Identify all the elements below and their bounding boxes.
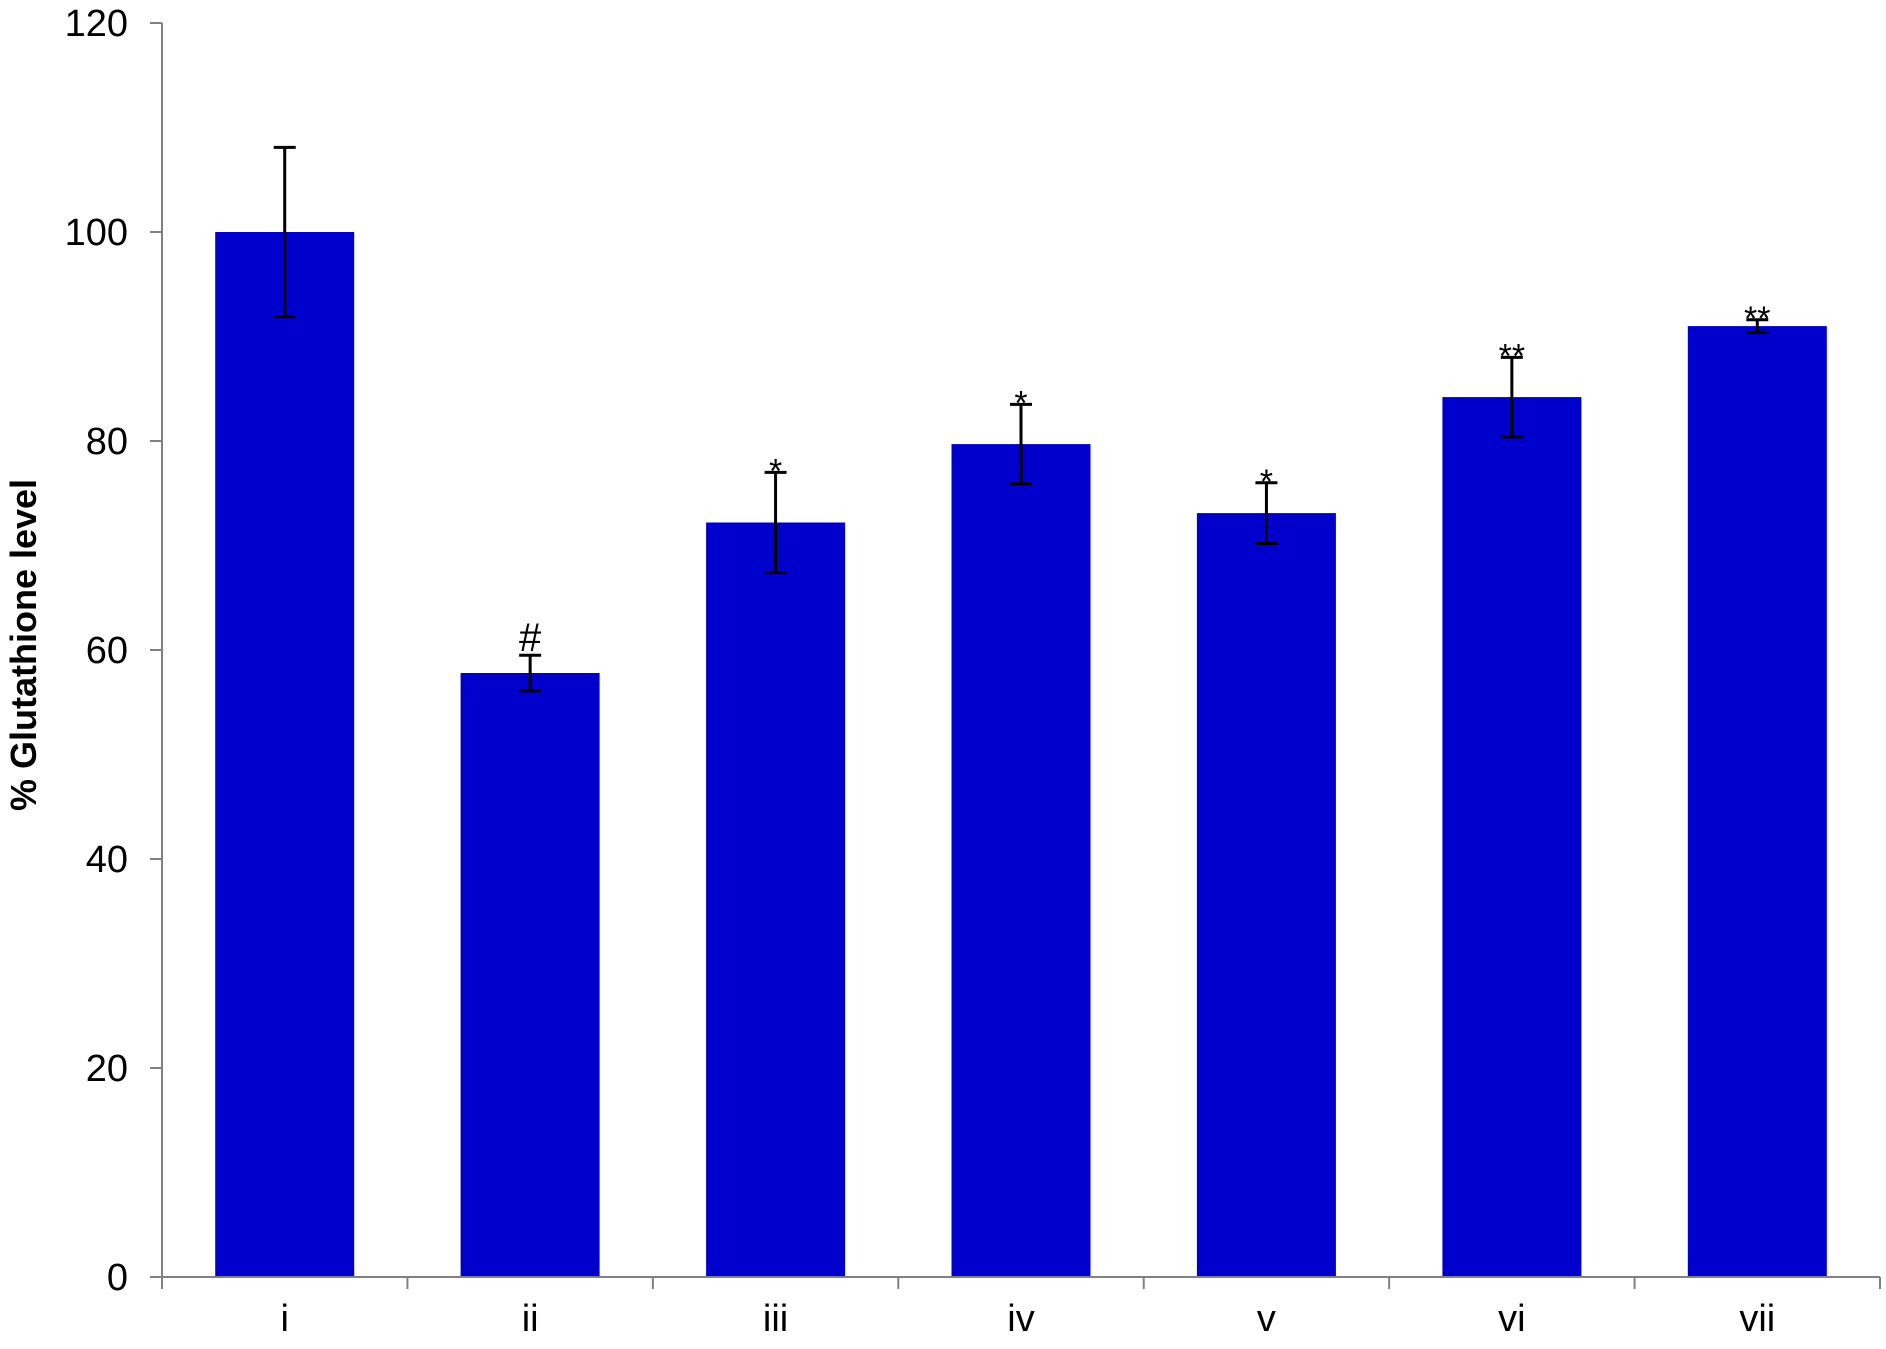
- y-ticks-layer: 0 20 40 60 80 100 120: [65, 3, 162, 1299]
- y-tick-label: 120: [65, 3, 128, 45]
- annotation-iv: *: [1014, 384, 1027, 422]
- error-bar-v: [1255, 481, 1278, 545]
- error-bar-vii: [1746, 318, 1769, 334]
- error-bar-iii: [764, 470, 787, 575]
- bar-vii: [1687, 326, 1827, 1278]
- error-bars-layer: [273, 145, 1769, 693]
- y-tick-label: 80: [86, 421, 128, 463]
- y-tick-label: 40: [86, 839, 128, 881]
- bar-iv: [951, 444, 1091, 1278]
- x-tick-label-ii: ii: [522, 1298, 539, 1340]
- y-axis-title: % Glutathione level: [3, 479, 44, 811]
- annotation-ii: #: [519, 616, 542, 660]
- x-tick-label-vi: vi: [1498, 1298, 1525, 1340]
- y-tick-label: 0: [107, 1257, 128, 1299]
- x-tick-label-i: i: [280, 1298, 288, 1340]
- annotation-vi: **: [1499, 337, 1525, 375]
- y-tick-label: 100: [65, 212, 128, 254]
- annotation-v: *: [1260, 463, 1273, 501]
- bars-layer: [215, 232, 1827, 1278]
- annotation-iii: *: [769, 452, 782, 490]
- bar-vi: [1442, 397, 1582, 1278]
- error-bar-ii: [519, 653, 542, 693]
- bar-i: [215, 232, 355, 1277]
- bar-v: [1196, 513, 1336, 1277]
- bar-iii: [706, 522, 846, 1277]
- x-tick-label-iii: iii: [763, 1298, 788, 1340]
- error-bar-i: [273, 145, 296, 319]
- x-tick-label-vii: vii: [1739, 1298, 1775, 1340]
- annotation-vii: **: [1744, 300, 1770, 338]
- x-tick-label-iv: iv: [1007, 1298, 1034, 1340]
- y-tick-label: 20: [86, 1048, 128, 1090]
- y-tick-label: 60: [86, 630, 128, 672]
- error-bar-iv: [1010, 402, 1032, 486]
- bar-ii: [460, 673, 600, 1277]
- significance-annotations-layer: #*******: [519, 300, 1771, 660]
- x-tick-label-v: v: [1257, 1298, 1276, 1340]
- y-axis-title-group: % Glutathione level: [3, 479, 44, 811]
- x-ticks-layer: i ii iii iv v vi vii: [161, 1277, 1881, 1340]
- error-bar-vi: [1500, 355, 1523, 439]
